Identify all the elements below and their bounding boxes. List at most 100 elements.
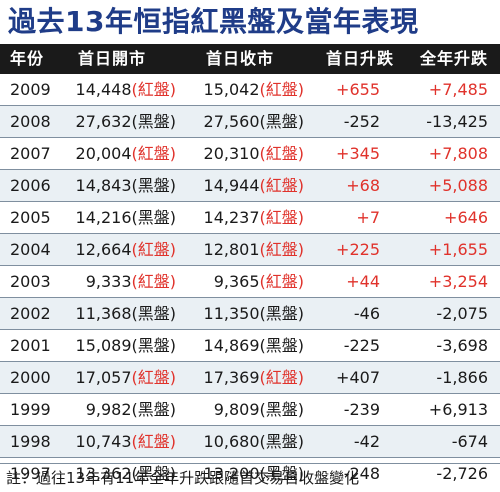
open-value: 10,743 [75, 432, 132, 451]
cell-first-day-open: 15,089(黑盤) [70, 330, 176, 361]
cell-full-year-change: -1,866 [400, 362, 488, 393]
table-row: 2006 14,843(黑盤) 14,944(紅盤) +68 +5,088 [0, 170, 500, 202]
cell-year: 1999 [10, 394, 51, 425]
table-row: 1999 9,982(黑盤) 9,809(黑盤) -239 +6,913 [0, 394, 500, 426]
change-value: +655 [336, 80, 380, 99]
cell-first-day-close: 11,350(黑盤) [198, 298, 304, 329]
cell-first-day-open: 9,333(紅盤) [70, 266, 176, 297]
cell-first-day-close: 14,869(黑盤) [198, 330, 304, 361]
close-value: 15,042 [203, 80, 260, 99]
open-value: 13,362 [75, 464, 132, 483]
yearly-value: -674 [451, 432, 488, 451]
cell-year: 1998 [10, 426, 51, 457]
close-tag: (黑盤) [259, 464, 305, 483]
cell-first-day-change: +345 [318, 138, 380, 169]
cell-first-day-close: 9,809(黑盤) [198, 394, 304, 425]
cell-first-day-close: 27,560(黑盤) [198, 106, 304, 137]
year-value: 1999 [10, 400, 51, 419]
cell-first-day-change: -42 [318, 426, 380, 457]
open-tag: (黑盤) [131, 112, 177, 131]
yearly-value: -2,075 [436, 304, 488, 323]
open-tag: (黑盤) [131, 304, 177, 323]
cell-year: 2003 [10, 266, 51, 297]
year-value: 2001 [10, 336, 51, 355]
table-row: 2007 20,004(紅盤) 20,310(紅盤) +345 +7,808 [0, 138, 500, 170]
cell-full-year-change: +6,913 [400, 394, 488, 425]
cell-first-day-change: -225 [318, 330, 380, 361]
open-tag: (紅盤) [131, 368, 177, 387]
change-value: -248 [343, 464, 380, 483]
open-value: 17,057 [75, 368, 132, 387]
cell-first-day-open: 14,843(黑盤) [70, 170, 176, 201]
cell-first-day-change: +655 [318, 74, 380, 105]
close-value: 17,369 [203, 368, 260, 387]
header-first-day-change: 首日升跌 [326, 49, 395, 68]
cell-first-day-change: +44 [318, 266, 380, 297]
yearly-value: +7,485 [428, 80, 488, 99]
open-tag: (黑盤) [131, 336, 177, 355]
cell-year: 2005 [10, 202, 51, 233]
change-value: +345 [336, 144, 380, 163]
close-tag: (黑盤) [259, 304, 305, 323]
cell-first-day-open: 12,664(紅盤) [70, 234, 176, 265]
year-value: 2007 [10, 144, 51, 163]
cell-first-day-change: +7 [318, 202, 380, 233]
open-tag: (紅盤) [131, 240, 177, 259]
open-value: 15,089 [75, 336, 132, 355]
table-row: 2000 17,057(紅盤) 17,369(紅盤) +407 -1,866 [0, 362, 500, 394]
cell-first-day-open: 11,368(黑盤) [70, 298, 176, 329]
close-value: 13,200 [203, 464, 260, 483]
open-value: 14,843 [75, 176, 132, 195]
table-row: 1997 13,362(黑盤) 13,200(黑盤) -248 -2,726 [0, 458, 500, 489]
change-value: -46 [353, 304, 380, 323]
cell-full-year-change: -2,726 [400, 458, 488, 489]
open-value: 12,664 [75, 240, 132, 259]
close-tag: (紅盤) [259, 80, 305, 99]
cell-first-day-change: +225 [318, 234, 380, 265]
close-tag: (黑盤) [259, 432, 305, 451]
year-value: 2008 [10, 112, 51, 131]
table-row: 2008 27,632(黑盤) 27,560(黑盤) -252 -13,425 [0, 106, 500, 138]
open-tag: (黑盤) [131, 400, 177, 419]
change-value: +44 [346, 272, 380, 291]
close-value: 10,680 [203, 432, 260, 451]
table-row: 2001 15,089(黑盤) 14,869(黑盤) -225 -3,698 [0, 330, 500, 362]
yearly-value: +646 [444, 208, 488, 227]
page-title: 過去13年恒指紅黑盤及當年表現 [8, 5, 419, 38]
footnote-text: 註：過往13年有11年全年升跌跟隨首交易日收盤變化 [6, 469, 360, 487]
year-value: 2009 [10, 80, 51, 99]
year-value: 2002 [10, 304, 51, 323]
cell-full-year-change: +3,254 [400, 266, 488, 297]
cell-first-day-open: 14,448(紅盤) [70, 74, 176, 105]
cell-full-year-change: +1,655 [400, 234, 488, 265]
close-tag: (紅盤) [259, 144, 305, 163]
table-row: 2004 12,664(紅盤) 12,801(紅盤) +225 +1,655 [0, 234, 500, 266]
cell-full-year-change: +7,808 [400, 138, 488, 169]
change-value: +7 [356, 208, 380, 227]
cell-first-day-close: 9,365(紅盤) [198, 266, 304, 297]
open-value: 9,333 [85, 272, 132, 291]
open-value: 11,368 [75, 304, 132, 323]
cell-year: 2001 [10, 330, 51, 361]
open-value: 9,982 [85, 400, 132, 419]
open-tag: (紅盤) [131, 432, 177, 451]
close-tag: (紅盤) [259, 176, 305, 195]
cell-year: 2006 [10, 170, 51, 201]
year-value: 2004 [10, 240, 51, 259]
cell-first-day-open: 13,362(黑盤) [70, 458, 176, 489]
open-tag: (黑盤) [131, 176, 177, 195]
cell-first-day-open: 9,982(黑盤) [70, 394, 176, 425]
open-tag: (紅盤) [131, 272, 177, 291]
change-value: -252 [343, 112, 380, 131]
cell-first-day-change: +68 [318, 170, 380, 201]
close-value: 14,869 [203, 336, 260, 355]
cell-first-day-open: 27,632(黑盤) [70, 106, 176, 137]
change-value: -42 [353, 432, 380, 451]
yearly-value: +3,254 [428, 272, 488, 291]
cell-first-day-close: 20,310(紅盤) [198, 138, 304, 169]
cell-year: 2004 [10, 234, 51, 265]
header-first-day-open: 首日開市 [78, 49, 147, 68]
year-value: 2000 [10, 368, 51, 387]
cell-full-year-change: -13,425 [400, 106, 488, 137]
cell-full-year-change: +5,088 [400, 170, 488, 201]
